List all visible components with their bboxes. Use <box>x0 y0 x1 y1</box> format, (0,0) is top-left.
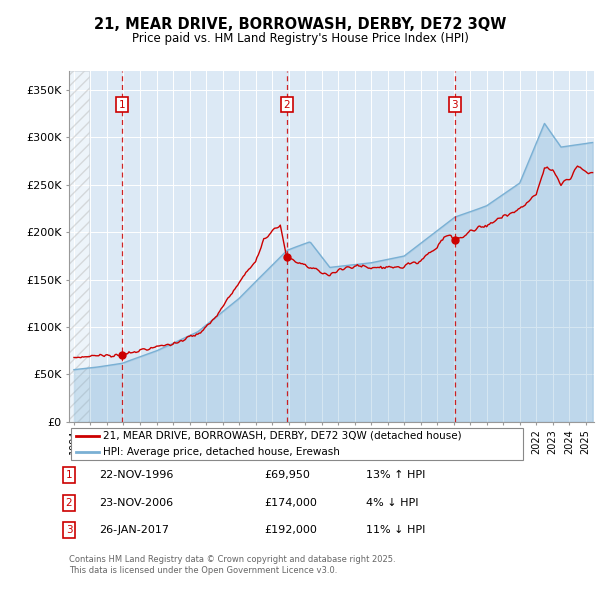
Text: HPI: Average price, detached house, Erewash: HPI: Average price, detached house, Erew… <box>103 447 340 457</box>
Text: 13% ↑ HPI: 13% ↑ HPI <box>366 470 425 480</box>
Text: 22-NOV-1996: 22-NOV-1996 <box>99 470 173 480</box>
Text: £192,000: £192,000 <box>264 526 317 535</box>
Text: 11% ↓ HPI: 11% ↓ HPI <box>366 526 425 535</box>
Text: 4% ↓ HPI: 4% ↓ HPI <box>366 498 419 507</box>
Bar <box>69 71 89 422</box>
Text: 21, MEAR DRIVE, BORROWASH, DERBY, DE72 3QW (detached house): 21, MEAR DRIVE, BORROWASH, DERBY, DE72 3… <box>103 431 462 441</box>
Text: 1: 1 <box>65 470 73 480</box>
Text: 2: 2 <box>65 498 73 507</box>
Text: £69,950: £69,950 <box>264 470 310 480</box>
Text: 3: 3 <box>452 100 458 110</box>
Text: 1: 1 <box>118 100 125 110</box>
FancyBboxPatch shape <box>71 428 523 460</box>
Text: Price paid vs. HM Land Registry's House Price Index (HPI): Price paid vs. HM Land Registry's House … <box>131 32 469 45</box>
Text: 23-NOV-2006: 23-NOV-2006 <box>99 498 173 507</box>
Text: Contains HM Land Registry data © Crown copyright and database right 2025.
This d: Contains HM Land Registry data © Crown c… <box>69 555 395 575</box>
Text: £174,000: £174,000 <box>264 498 317 507</box>
Text: 2: 2 <box>284 100 290 110</box>
Text: 3: 3 <box>65 526 73 535</box>
Text: 26-JAN-2017: 26-JAN-2017 <box>99 526 169 535</box>
Text: 21, MEAR DRIVE, BORROWASH, DERBY, DE72 3QW: 21, MEAR DRIVE, BORROWASH, DERBY, DE72 3… <box>94 17 506 31</box>
